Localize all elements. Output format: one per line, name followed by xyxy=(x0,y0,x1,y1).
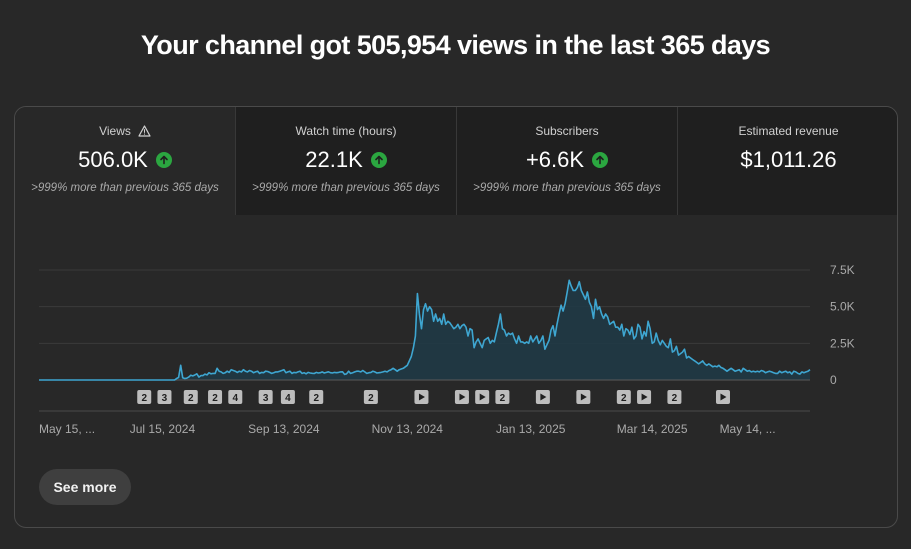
play-icon xyxy=(459,393,466,401)
tab-value: +6.6K xyxy=(525,147,585,172)
video-count-marker xyxy=(258,390,273,404)
views-line xyxy=(39,279,811,381)
video-count-marker xyxy=(363,390,378,404)
warning-icon[interactable] xyxy=(138,125,151,137)
tab-value: 22.1K xyxy=(305,147,363,172)
x-tick-label: May 14, ... xyxy=(720,422,776,436)
video-count-marker xyxy=(309,390,324,404)
x-tick-label: Jul 15, 2024 xyxy=(130,422,196,436)
tab-views[interactable]: Views 506.0K >999% more than previous 36… xyxy=(15,107,236,215)
play-icon xyxy=(580,393,587,401)
video-count-label: 4 xyxy=(233,393,239,404)
x-tick-label: Nov 13, 2024 xyxy=(372,422,444,436)
see-more-button[interactable]: See more xyxy=(39,469,131,505)
video-count-label: 3 xyxy=(162,393,168,404)
play-icon xyxy=(720,393,727,401)
video-count-label: 2 xyxy=(368,393,374,404)
play-icon xyxy=(540,393,547,401)
arrow-up-icon xyxy=(155,152,172,168)
tab-label: Subscribers xyxy=(535,124,599,138)
video-count-label: 4 xyxy=(285,393,291,404)
tab-label: Watch time (hours) xyxy=(295,124,397,138)
metric-tabs: Views 506.0K >999% more than previous 36… xyxy=(15,107,897,215)
tab-label: Estimated revenue xyxy=(738,124,839,138)
play-icon xyxy=(418,393,425,401)
y-tick-label: 0 xyxy=(830,373,837,387)
video-count-marker xyxy=(183,390,198,404)
video-count-label: 2 xyxy=(672,393,678,404)
tab-change: >999% more than previous 365 days xyxy=(31,182,219,194)
y-tick-label: 2.5K xyxy=(830,336,855,350)
tab-value: $1,011.26 xyxy=(740,147,837,172)
play-icon xyxy=(641,393,648,401)
video-count-label: 2 xyxy=(141,393,147,404)
video-count-marker xyxy=(280,390,295,404)
play-icon xyxy=(479,393,486,401)
tab-estimated-revenue[interactable]: Estimated revenue $1,011.26 xyxy=(678,107,897,215)
y-tick-label: 5.0K xyxy=(830,300,855,314)
tab-change: >999% more than previous 365 days xyxy=(473,182,661,194)
x-tick-label: May 15, ... xyxy=(39,422,95,436)
tab-change: >999% more than previous 365 days xyxy=(252,182,440,194)
tab-label: Views xyxy=(99,124,131,138)
tab-watch-time[interactable]: Watch time (hours) 22.1K >999% more than… xyxy=(236,107,457,215)
video-count-marker xyxy=(228,390,243,404)
arrow-up-icon xyxy=(592,152,609,168)
video-count-label: 2 xyxy=(500,393,506,404)
x-tick-label: Sep 13, 2024 xyxy=(248,422,320,436)
x-tick-label: Mar 14, 2025 xyxy=(617,422,688,436)
page-title: Your channel got 505,954 views in the la… xyxy=(140,30,771,60)
video-count-label: 2 xyxy=(188,393,194,404)
tab-value: 506.0K xyxy=(78,147,148,172)
arrow-up-icon xyxy=(370,152,387,168)
tab-subscribers[interactable]: Subscribers +6.6K >999% more than previo… xyxy=(457,107,678,215)
video-count-marker xyxy=(157,390,172,404)
video-count-marker xyxy=(137,390,152,404)
video-count-label: 2 xyxy=(621,393,627,404)
y-tick-label: 7.5K xyxy=(830,263,855,277)
x-tick-label: Jan 13, 2025 xyxy=(496,422,566,436)
video-count-marker xyxy=(208,390,223,404)
video-count-label: 2 xyxy=(212,393,218,404)
views-area xyxy=(39,280,810,380)
video-count-marker xyxy=(495,390,510,404)
analytics-card: Views 506.0K >999% more than previous 36… xyxy=(14,106,898,528)
video-count-label: 3 xyxy=(263,393,269,404)
views-chart[interactable]: 7.5K 5.0K 2.5K 0 2 3 2 2 4 3 4 2 2 2 2 2 May 15, ... Jul … xyxy=(15,215,898,445)
video-count-marker xyxy=(616,390,631,404)
video-count-label: 2 xyxy=(313,393,319,404)
video-count-marker xyxy=(667,390,682,404)
